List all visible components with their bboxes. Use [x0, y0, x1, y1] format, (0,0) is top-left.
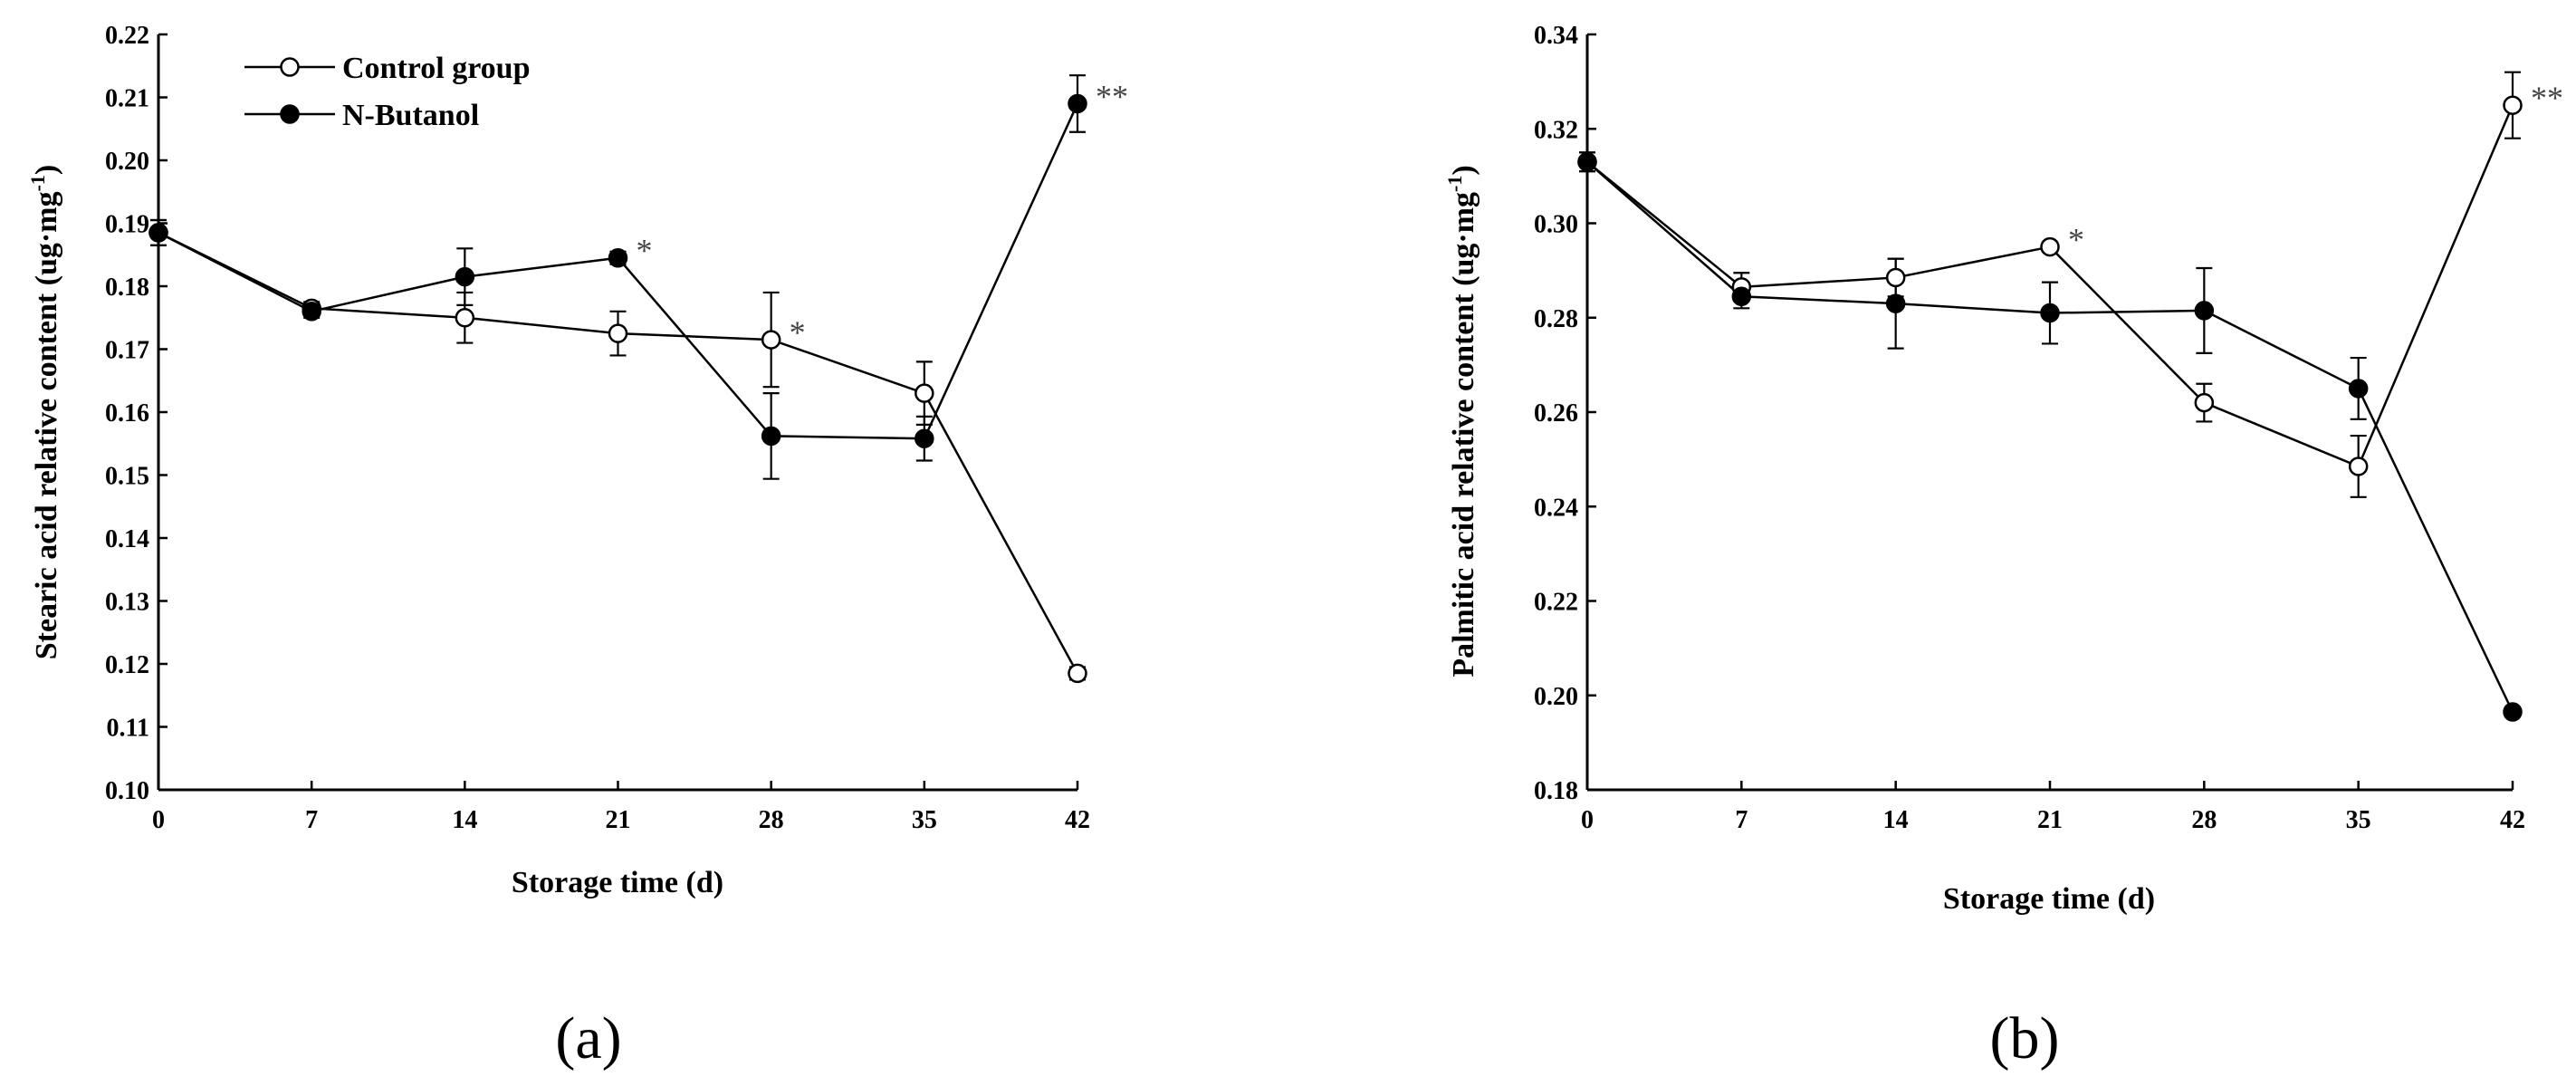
- chart-a-y-ticks: 0.10 0.11 0.12 0.13 0.14 0.15 0.16 0.17 0.18 0.19…: [105, 22, 168, 805]
- chart-a-x-tick-label: 42: [1065, 806, 1090, 834]
- chart-a-y-tick-label: 0.12: [105, 651, 149, 679]
- chart-a-control-line: [158, 231, 1079, 675]
- chart-b-y-tick-label: 0.18: [1534, 777, 1578, 805]
- chart-b-y-tick-label: 0.22: [1534, 589, 1578, 617]
- chart-a-x-tick-label: 28: [759, 806, 784, 834]
- chart-a-panel-label: (a): [555, 1005, 621, 1072]
- chart-a-significance-mark: **: [1096, 78, 1128, 114]
- chart-b-control-point: [2194, 392, 2215, 413]
- chart-a-x-ticks: 0 7 14 21 28 35 42: [152, 781, 1090, 834]
- chart-b-butanol-point: [1885, 293, 1906, 313]
- chart-a-y-tick-label: 0.15: [105, 463, 149, 491]
- chart-b-y-tick-label: 0.24: [1534, 494, 1578, 522]
- chart-b-y-ticks: 0.18 0.20 0.22 0.24 0.26 0.28 0.30 0.32 0.34: [1534, 22, 1596, 805]
- chart-a-control-point: [761, 330, 781, 350]
- chart-b-x-tick-label: 0: [1581, 806, 1594, 834]
- chart-a-significance-mark: *: [637, 233, 653, 269]
- chart-a-butanol-point: [1068, 93, 1087, 114]
- chart-b-x-tick-label: 21: [2037, 806, 2063, 834]
- chart-b-control-point: [2040, 236, 2060, 257]
- chart-a-y-title-sup: -1: [26, 175, 49, 191]
- legend-control-marker: [280, 57, 300, 77]
- chart-a-butanol-point: [148, 223, 168, 243]
- chart-b-x-tick-label: 28: [2191, 806, 2217, 834]
- chart-a-y-tick-label: 0.16: [105, 399, 149, 428]
- chart-a-y-tick-label: 0.19: [105, 211, 149, 239]
- chart-a-butanol-point: [455, 266, 475, 287]
- chart-a-x-tick-label: 7: [305, 806, 318, 834]
- chart-a-x-tick-label: 35: [912, 806, 937, 834]
- chart-a-butanol-point: [302, 302, 321, 322]
- chart-b-butanol-point: [1577, 151, 1597, 172]
- chart-b-y-tick-label: 0.32: [1534, 116, 1578, 144]
- chart-a-legend: Control group N-Butanol: [244, 52, 531, 132]
- chart-b-y-tick-label: 0.26: [1534, 399, 1578, 428]
- chart-a: 0.10 0.11 0.12 0.13 0.14 0.15 0.16 0.17 0.18 0.19…: [26, 22, 1128, 1072]
- chart-b-significance-mark: **: [2531, 80, 2563, 116]
- chart-b: 0.18 0.20 0.22 0.24 0.26 0.28 0.30 0.32 0.34 0 7 1…: [1443, 22, 2563, 1072]
- chart-a-control-point: [1068, 663, 1087, 684]
- chart-a-y-tick-label: 0.13: [105, 589, 149, 617]
- chart-a-x-tick-label: 14: [452, 806, 477, 834]
- chart-a-control-point: [608, 323, 628, 343]
- chart-a-control-point: [915, 383, 934, 403]
- chart-b-x-axis-title: Storage time (d): [1943, 882, 2155, 916]
- chart-a-butanol-line: [158, 102, 1079, 440]
- chart-a-control-point: [455, 308, 475, 328]
- chart-b-x-ticks: 0 7 14 21 28 35 42: [1581, 781, 2525, 834]
- chart-a-x-tick-label: 0: [152, 806, 165, 834]
- chart-a-y-tick-label: 0.18: [105, 274, 149, 302]
- chart-a-butanol-point: [608, 247, 628, 268]
- chart-b-control-point: [1885, 267, 1906, 288]
- chart-b-y-tick-label: 0.20: [1534, 683, 1578, 711]
- chart-b-butanol-point: [1731, 286, 1752, 307]
- chart-b-butanol-point: [2040, 303, 2060, 323]
- chart-a-y-tick-label: 0.21: [105, 85, 149, 113]
- chart-a-annotations: ****: [637, 78, 1129, 351]
- chart-b-significance-mark: *: [2068, 222, 2084, 258]
- chart-b-y-title-sup: -1: [1443, 176, 1466, 192]
- chart-a-series: [148, 74, 1087, 684]
- chart-b-control-point: [2348, 457, 2369, 476]
- chart-b-y-tick-label: 0.34: [1534, 22, 1578, 50]
- chart-b-x-tick-label: 42: [2500, 806, 2525, 834]
- legend-butanol-marker: [280, 104, 300, 124]
- chart-b-control-point: [2503, 95, 2523, 115]
- chart-b-y-title-end: ): [1447, 165, 1480, 175]
- chart-b-butanol-point: [2194, 301, 2215, 321]
- chart-a-y-title-main: Stearic acid relative content (ug·mg: [30, 191, 63, 659]
- chart-a-y-tick-label: 0.10: [105, 777, 149, 805]
- chart-b-series: [1577, 71, 2523, 722]
- chart-b-butanol-point: [2348, 379, 2369, 399]
- chart-a-y-axis-title: Stearic acid relative content (ug·mg-1): [26, 165, 63, 659]
- chart-a-y-tick-label: 0.20: [105, 148, 149, 176]
- chart-a-y-tick-label: 0.14: [105, 525, 149, 553]
- chart-b-y-axis-title: Palmitic acid relative content (ug·mg-1): [1443, 165, 1480, 677]
- chart-a-x-axis-title: Storage time (d): [512, 866, 723, 899]
- chart-a-y-title-end: ): [30, 165, 63, 175]
- chart-b-x-tick-label: 35: [2346, 806, 2371, 834]
- chart-b-x-tick-label: 7: [1735, 806, 1748, 834]
- chart-a-y-tick-label: 0.11: [107, 715, 149, 743]
- chart-b-y-tick-label: 0.28: [1534, 305, 1578, 333]
- legend-control-label: Control group: [342, 52, 531, 85]
- chart-b-y-tick-label: 0.30: [1534, 211, 1578, 239]
- chart-a-butanol-point: [915, 428, 934, 448]
- chart-b-x-tick-label: 14: [1883, 806, 1909, 834]
- chart-a-y-tick-label: 0.17: [105, 337, 149, 365]
- chart-b-y-title-main: Palmitic acid relative content (ug·mg: [1447, 192, 1480, 678]
- chart-a-y-tick-label: 0.22: [105, 22, 149, 50]
- chart-a-significance-mark: *: [790, 314, 806, 351]
- chart-b-panel-label: (b): [1990, 1005, 2060, 1072]
- legend-butanol-label: N-Butanol: [342, 99, 479, 132]
- chart-a-x-tick-label: 21: [606, 806, 631, 834]
- chart-b-annotations: ***: [2068, 80, 2563, 257]
- chart-b-butanol-point: [2503, 702, 2523, 722]
- chart-a-butanol-point: [761, 426, 781, 447]
